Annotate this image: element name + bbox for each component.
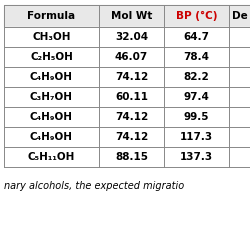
Text: 46.07: 46.07 xyxy=(115,52,148,62)
Text: 74.12: 74.12 xyxy=(115,132,148,142)
Text: Formula: Formula xyxy=(28,11,76,21)
Text: 64.7: 64.7 xyxy=(184,32,210,42)
Text: C₃H₇OH: C₃H₇OH xyxy=(30,92,73,102)
Text: 99.5: 99.5 xyxy=(184,112,209,122)
Bar xyxy=(4,87,250,107)
Text: De: De xyxy=(232,11,248,21)
Text: 60.11: 60.11 xyxy=(115,92,148,102)
Text: 97.4: 97.4 xyxy=(184,92,210,102)
Text: 32.04: 32.04 xyxy=(115,32,148,42)
Text: BP (°C): BP (°C) xyxy=(176,11,217,21)
Text: Mol Wt: Mol Wt xyxy=(111,11,152,21)
Text: 88.15: 88.15 xyxy=(115,152,148,162)
Text: nary alcohols, the expected migratio: nary alcohols, the expected migratio xyxy=(4,181,184,191)
Text: C₅H₁₁OH: C₅H₁₁OH xyxy=(28,152,75,162)
Text: C₂H₅OH: C₂H₅OH xyxy=(30,52,73,62)
Text: 117.3: 117.3 xyxy=(180,132,213,142)
Text: CH₃OH: CH₃OH xyxy=(32,32,71,42)
Text: 74.12: 74.12 xyxy=(115,72,148,82)
Bar xyxy=(4,107,250,127)
Bar xyxy=(4,27,250,47)
Text: 82.2: 82.2 xyxy=(184,72,210,82)
Text: 74.12: 74.12 xyxy=(115,112,148,122)
Bar xyxy=(4,147,250,167)
Text: C₄H₉OH: C₄H₉OH xyxy=(30,72,73,82)
Bar xyxy=(4,67,250,87)
Text: 78.4: 78.4 xyxy=(184,52,210,62)
Bar xyxy=(4,47,250,67)
Bar xyxy=(4,5,250,27)
Text: 137.3: 137.3 xyxy=(180,152,213,162)
Text: C₄H₉OH: C₄H₉OH xyxy=(30,132,73,142)
Bar xyxy=(4,127,250,147)
Text: C₄H₉OH: C₄H₉OH xyxy=(30,112,73,122)
